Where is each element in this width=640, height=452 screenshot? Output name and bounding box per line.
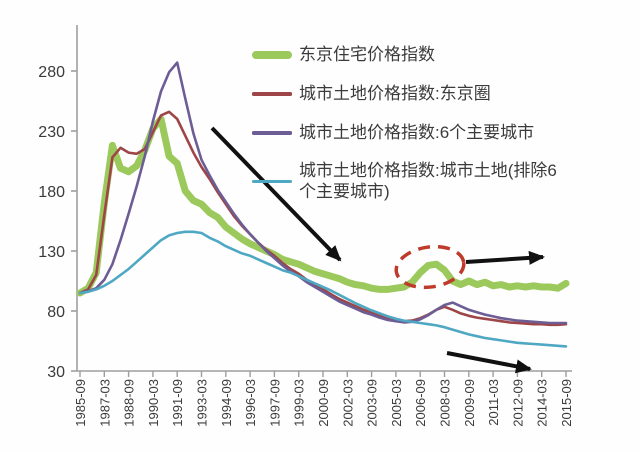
x-tick-label: 2015-09 (559, 379, 574, 427)
x-tick-label: 2012-09 (510, 379, 525, 427)
series-line-3 (78, 230, 568, 348)
x-tick-label: 2014-03 (535, 379, 550, 427)
series-line-0 (76, 115, 570, 297)
legend-label: 东京住宅价格指数 (299, 44, 435, 64)
legend-label: 城市土地价格指数:城市土地(排除6个主要城市) (299, 161, 557, 201)
series-lines (76, 61, 570, 348)
series-line-1 (78, 110, 568, 327)
x-tick-label: 2003-09 (365, 379, 380, 427)
x-tick-label: 1996-03 (243, 379, 258, 427)
highlight-ellipse-icon (394, 244, 466, 290)
annotation-arrow-icon (210, 126, 342, 262)
x-tick-label: 1987-03 (97, 379, 112, 427)
legend-label: 城市土地价格指数:6个主要城市 (299, 122, 535, 142)
x-tick-label: 1990-03 (146, 379, 161, 427)
annotation-arrow-icon (465, 250, 545, 265)
annotations (210, 126, 545, 374)
legend-swatch-purple-icon (252, 131, 292, 135)
x-tick-label: 1991-09 (170, 379, 185, 427)
series-line-2 (78, 61, 568, 325)
x-tick-label: 1999-03 (292, 379, 307, 427)
x-tick-label: 1994-09 (219, 379, 234, 427)
x-tick-label: 2008-03 (438, 379, 453, 427)
y-tick-label: 130 (38, 244, 65, 261)
legend-swatch-teal-icon (252, 179, 292, 184)
axes: 30 80 130 180 230 280 1985-09 1987-03 1988-09 199… (38, 25, 574, 427)
legend-item-tokyo-housing-index: 东京住宅价格指数 (252, 44, 561, 66)
y-tick-label: 280 (38, 64, 65, 81)
legend-label: 城市土地价格指数:东京圈 (299, 83, 491, 103)
legend-swatch-green-icon (252, 51, 292, 59)
legend-swatch-red-icon (252, 92, 292, 96)
y-tick-label: 30 (47, 364, 65, 381)
x-tick-label: 1985-09 (73, 379, 88, 427)
legend-item-tokyo-area-land-index: 城市土地价格指数:东京圈 (252, 83, 561, 105)
y-tick-label: 230 (38, 124, 65, 141)
x-tick-label: 1993-03 (195, 379, 210, 427)
x-tick-label: 2006-09 (413, 379, 428, 427)
legend-item-other-urban-land-index: 城市土地价格指数:城市土地(排除6个主要城市) (252, 161, 561, 202)
legend-item-six-major-cities-land-index: 城市土地价格指数:6个主要城市 (252, 122, 561, 144)
annotation-arrow-icon (446, 351, 532, 374)
x-tick-label: 1997-09 (267, 379, 282, 427)
y-tick-label: 180 (38, 184, 65, 201)
x-tick-label: 2002-03 (340, 379, 355, 427)
legend: 东京住宅价格指数 城市土地价格指数:东京圈 城市土地价格指数:6个主要城市 城市… (252, 44, 561, 219)
x-tick-label: 2005-03 (389, 379, 404, 427)
x-tick-label: 1988-09 (122, 379, 137, 427)
x-tick-label: 2000-09 (316, 379, 331, 427)
x-tick-label: 2009-09 (462, 379, 477, 427)
y-tick-label: 80 (47, 304, 65, 321)
x-tick-label: 2011-03 (486, 379, 501, 426)
